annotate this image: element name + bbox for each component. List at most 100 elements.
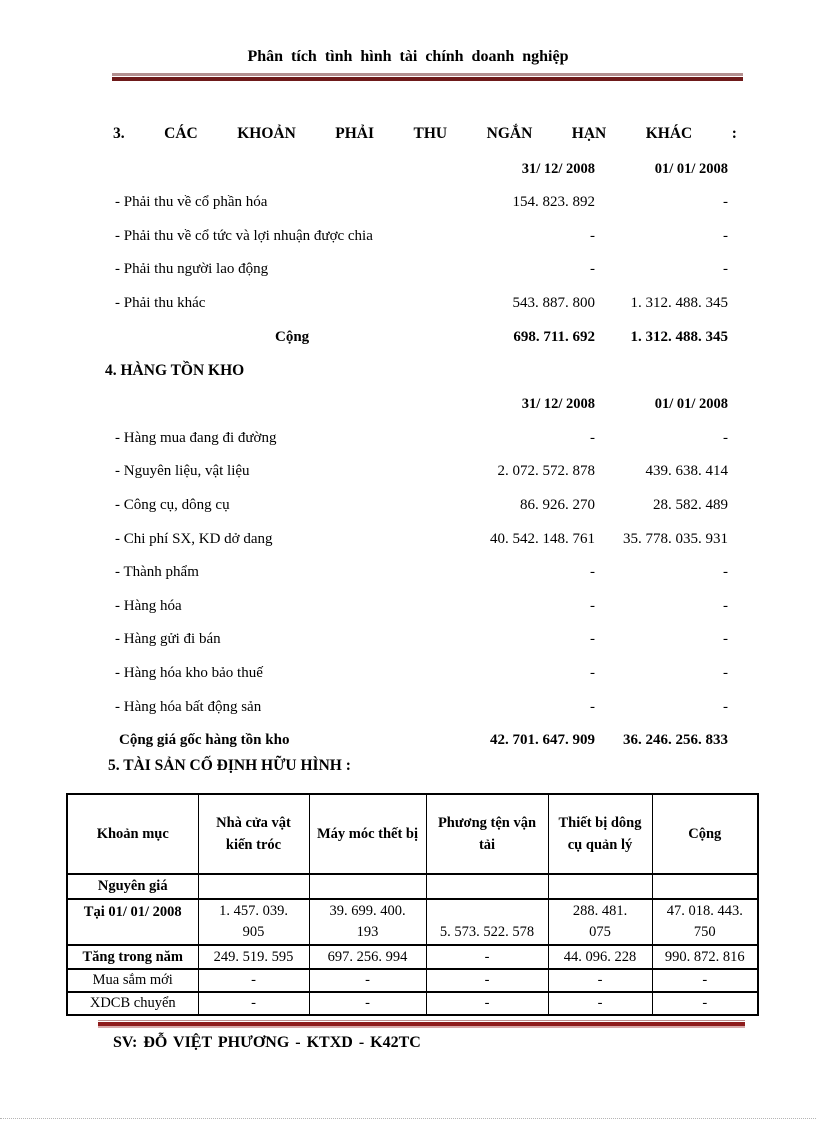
cell: - (651, 991, 759, 1017)
row-value-1: - (590, 564, 595, 581)
row-label: XDCB chuyển (66, 991, 199, 1017)
inventory-row: - Hàng gửi đi bán - - (113, 615, 728, 649)
row-value-2: 1. 312. 488. 345 (630, 294, 729, 311)
row-value-1: - (590, 261, 595, 278)
heading-word: PHẢI (335, 125, 375, 142)
section-3-date-header-row: 31/ 12/ 2008 01/ 01/ 2008 (113, 144, 728, 178)
row-value-2: - (723, 698, 728, 715)
row-value-2: - (723, 227, 728, 244)
receivable-row: - Phải thu người lao động - - (113, 245, 728, 279)
col-header-may-moc: Máy móc thết bị (308, 793, 427, 876)
col-header-cong: Cộng (651, 793, 759, 876)
row-value-2: 439. 638. 414 (645, 463, 729, 480)
header-rule-light (112, 73, 743, 76)
row-value-1: - (590, 597, 595, 614)
cell: - (197, 968, 310, 994)
col-header-nha-cua: Nhà cửa vật kiến tróc (197, 793, 310, 876)
row-value-2: 28. 582. 489 (653, 496, 728, 513)
cell: 1. 457. 039. 905 (197, 898, 310, 947)
table-row: Mua sắm mới - - - - - (66, 968, 759, 994)
row-label: - Hàng gửi đi bán (115, 631, 221, 648)
date-column-2-header: 01/ 01/ 2008 (654, 160, 728, 177)
row-label: - Phải thu khác (115, 294, 206, 311)
table-row: Tại 01/ 01/ 2008 1. 457. 039. 905 39. 69… (66, 898, 759, 947)
date-column-1-header: 31/ 12/ 2008 (521, 160, 595, 177)
cell: - (425, 991, 549, 1017)
row-value-1: - (590, 227, 595, 244)
row-label: - Thành phẩm (115, 564, 199, 581)
inventory-row: - Nguyên liệu, vật liệu 2. 072. 572. 878… (113, 447, 728, 481)
total-label: Cộng (275, 328, 310, 345)
cell: - (308, 968, 427, 994)
table-row: Tăng trong năm 249. 519. 595 697. 256. 9… (66, 944, 759, 971)
col-header-phuong-tien: Phương tện vận tải (425, 793, 549, 876)
date-column-1-header: 31/ 12/ 2008 (521, 396, 595, 413)
inventory-row: - Hàng mua đang đi đường - - (113, 413, 728, 447)
cell: - (547, 968, 653, 994)
cell (308, 873, 427, 901)
row-label: - Hàng hóa (115, 597, 182, 614)
receivable-row: - Phải thu về cổ tức và lợi nhuận được c… (113, 211, 728, 245)
total-value-2: 1. 312. 488. 345 (630, 328, 729, 345)
section-3-number: 3. (113, 125, 125, 142)
footer-rule (98, 1020, 745, 1029)
row-label: - Phải thu về cổ tức và lợi nhuận được c… (115, 227, 373, 244)
heading-word: KHOẢN (237, 125, 296, 142)
row-label: - Nguyên liệu, vật liệu (115, 463, 250, 480)
cell (425, 873, 549, 901)
row-value-2: - (723, 194, 728, 211)
row-label: Tại 01/ 01/ 2008 (66, 898, 199, 947)
section-4-date-header-row: 31/ 12/ 2008 01/ 01/ 2008 (113, 380, 728, 414)
row-label: - Phải thu người lao động (115, 261, 269, 278)
cell: - (425, 968, 549, 994)
row-value-1: - (590, 664, 595, 681)
total-value-2: 36. 246. 256. 833 (623, 732, 728, 749)
row-value-2: - (723, 597, 728, 614)
cell: - (651, 968, 759, 994)
date-column-2-header: 01/ 01/ 2008 (654, 396, 728, 413)
col-header-thiet-bi: Thiết bị dông cụ quản lý (547, 793, 653, 876)
section-5-heading: 5. TÀI SẢN CỐ ĐỊNH HỮU HÌNH : (108, 757, 351, 775)
heading-word: KHÁC (645, 125, 693, 142)
inventory-row: - Thành phẩm - - (113, 548, 728, 582)
table-header-row: Khoản mục Nhà cửa vật kiến tróc Máy móc … (66, 793, 759, 876)
inventory-row: - Công cụ, dông cụ 86. 926. 270 28. 582.… (113, 480, 728, 514)
row-value-1: 543. 887. 800 (512, 294, 596, 311)
total-value-1: 42. 701. 647. 909 (490, 732, 595, 749)
row-label: - Hàng hóa kho bảo thuế (115, 664, 263, 681)
cell: - (547, 991, 653, 1017)
cell: 44. 096. 228 (547, 944, 653, 971)
cell: 5. 573. 522. 578 (425, 898, 549, 947)
row-label: Nguyên giá (66, 873, 199, 901)
footer-rule-dark (98, 1022, 745, 1027)
section-4-heading: 4. HÀNG TỒN KHO (105, 361, 245, 379)
inventory-row: - Chi phí SX, KD dở dang 40. 542. 148. 7… (113, 514, 728, 548)
heading-colon: : (731, 125, 737, 142)
footer-rule-thin (98, 1020, 745, 1022)
row-label: - Hàng hóa bất động sản (115, 698, 262, 715)
cell: 697. 256. 994 (308, 944, 427, 971)
row-value-1: - (590, 429, 595, 446)
cell (197, 873, 310, 901)
inventory-row: - Hàng hóa kho bảo thuế - - (113, 648, 728, 682)
heading-word: THU (413, 125, 448, 142)
cell (547, 873, 653, 901)
cell: - (308, 991, 427, 1017)
cell: 249. 519. 595 (197, 944, 310, 971)
row-value-1: - (590, 631, 595, 648)
running-header-title: Phân tích tình hình tài chính doanh nghi… (247, 48, 569, 65)
cell: - (197, 991, 310, 1017)
row-label: Mua sắm mới (66, 968, 199, 994)
row-value-1: 154. 823. 892 (512, 194, 596, 211)
header-rule (112, 73, 743, 81)
receivable-row: - Phải thu khác 543. 887. 800 1. 312. 48… (113, 278, 728, 312)
section-3-heading: 3. CÁC KHOẢN PHẢI THU NGẮN HẠN KHÁC : (113, 123, 737, 144)
fixed-assets-table: Khoản mục Nhà cửa vật kiến tróc Máy móc … (66, 793, 759, 1017)
footer-rule-light (98, 1026, 745, 1029)
row-value-1: 40. 542. 148. 761 (490, 530, 595, 547)
cell: - (425, 944, 549, 971)
total-label: Cộng giá gốc hàng tồn kho (119, 732, 290, 749)
row-value-2: - (723, 664, 728, 681)
page-bottom-dotted-line (0, 1118, 816, 1119)
